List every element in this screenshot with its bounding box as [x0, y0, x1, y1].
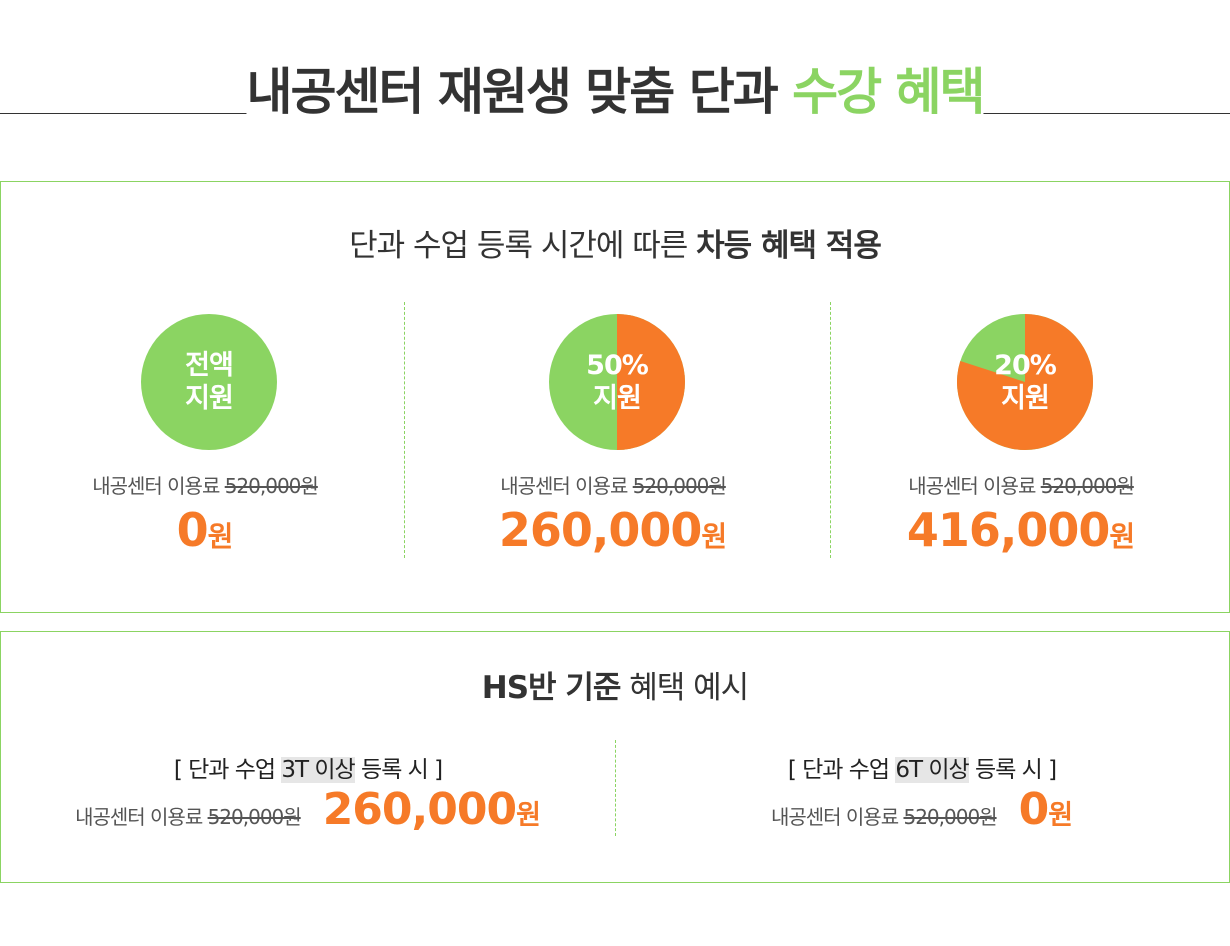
condition-prefix: [ 단과 수업 [173, 757, 282, 783]
example-item-6t: [ 단과 수업 6T 이상 등록 시 ] 내공센터 이용료 520,000원 0… [615, 750, 1229, 850]
price-unit: 원 [1109, 520, 1136, 553]
discounted-price: 260,000원 [409, 500, 817, 571]
tiered-subtitle-bold: 차등 혜택 적용 [696, 228, 882, 264]
example-subtitle: HS반 기준 혜택 예시 [1, 662, 1229, 707]
fee-original-price: 520,000원 [1040, 474, 1135, 498]
example-price-row: 내공센터 이용료 520,000원 260,000원 [1, 784, 615, 835]
benefit-column-50: 50% 지원 내공센터 이용료 520,000원 260,000원 [409, 302, 817, 562]
example-subtitle-bold: HS반 기준 [481, 670, 622, 706]
support-pie-chart [141, 314, 277, 450]
fee-label: 내공센터 이용료 [908, 474, 1041, 498]
support-label-line2: 지원 [593, 383, 642, 414]
example-price-row: 내공센터 이용료 520,000원 0원 [615, 784, 1229, 835]
support-label: 전액 지원 [139, 312, 279, 452]
tiered-subtitle: 단과 수업 등록 시간에 따른 차등 혜택 적용 [1, 220, 1229, 265]
support-label-line2: 지원 [185, 383, 234, 414]
condition-suffix: 등록 시 ] [354, 757, 443, 783]
price-number: 260,000 [322, 784, 517, 835]
condition-highlight: 6T 이상 [895, 757, 970, 783]
page-title-main: 내공센터 재원생 맞춤 단과 [246, 63, 793, 121]
condition-highlight: 3T 이상 [281, 757, 356, 783]
fee-text: 내공센터 이용료 520,000원 [409, 470, 817, 499]
example-section: HS반 기준 혜택 예시 [ 단과 수업 3T 이상 등록 시 ] 내공센터 이… [0, 631, 1230, 883]
page-header: 내공센터 재원생 맞춤 단과 수강 혜택 [0, 54, 1230, 134]
example-condition: [ 단과 수업 3T 이상 등록 시 ] [1, 750, 615, 784]
page-title: 내공센터 재원생 맞춤 단과 수강 혜택 [246, 54, 986, 130]
price-number: 0 [1018, 784, 1050, 835]
price-unit: 원 [701, 520, 728, 553]
condition-suffix: 등록 시 ] [968, 757, 1057, 783]
price-unit: 원 [516, 800, 541, 831]
example-item-3t: [ 단과 수업 3T 이상 등록 시 ] 내공센터 이용료 520,000원 2… [1, 750, 615, 850]
fee-text: 내공센터 이용료 520,000원 [770, 801, 998, 830]
support-label: 50% 지원 [547, 312, 687, 452]
tiered-subtitle-normal: 단과 수업 등록 시간에 따른 [349, 228, 697, 264]
example-divider [615, 740, 616, 836]
example-subtitle-normal: 혜택 예시 [620, 670, 749, 706]
fee-original-price: 520,000원 [903, 805, 997, 829]
column-divider [404, 302, 405, 558]
price-number: 0 [176, 503, 209, 557]
column-divider [830, 302, 831, 558]
price-unit: 원 [1048, 800, 1074, 831]
discounted-price: 416,000원 [817, 500, 1225, 571]
fee-original-price: 520,000원 [632, 474, 727, 498]
fee-text: 내공센터 이용료 520,000원 [1, 470, 409, 499]
fee-text: 내공센터 이용료 520,000원 [75, 801, 302, 830]
page-title-accent: 수강 혜택 [792, 63, 985, 121]
support-pie-chart [549, 314, 685, 450]
discounted-price: 0원 [1, 500, 409, 571]
pie-slice-paid [957, 314, 1093, 450]
fee-label: 내공센터 이용료 [92, 474, 225, 498]
support-label: 20% 지원 [955, 312, 1095, 452]
condition-prefix: [ 단과 수업 [787, 757, 896, 783]
support-label-line1: 50% [586, 350, 649, 381]
price-number: 416,000 [906, 503, 1111, 557]
pie-slice-paid [617, 314, 685, 450]
support-label-line1: 전액 [185, 350, 234, 381]
discounted-price: 0원 [1019, 784, 1073, 835]
price-number: 260,000 [498, 503, 703, 557]
price-unit: 원 [207, 520, 234, 553]
example-condition: [ 단과 수업 6T 이상 등록 시 ] [615, 750, 1229, 784]
pie-slice-supported [141, 314, 277, 450]
support-label-line2: 지원 [1001, 383, 1050, 414]
benefit-column-20: 20% 지원 내공센터 이용료 520,000원 416,000원 [817, 302, 1225, 562]
fee-label: 내공센터 이용료 [770, 805, 904, 829]
discounted-price: 260,000원 [323, 784, 541, 835]
support-label-line1: 20% [994, 350, 1057, 381]
fee-text: 내공센터 이용료 520,000원 [817, 470, 1225, 499]
fee-original-price: 520,000원 [207, 805, 302, 829]
fee-original-price: 520,000원 [224, 474, 319, 498]
fee-label: 내공센터 이용료 [500, 474, 633, 498]
support-pie-chart [957, 314, 1093, 450]
tiered-benefit-section: 단과 수업 등록 시간에 따른 차등 혜택 적용 전액 지원 내공센터 이용료 … [0, 181, 1230, 613]
fee-label: 내공센터 이용료 [75, 805, 208, 829]
benefit-column-full: 전액 지원 내공센터 이용료 520,000원 0원 [1, 302, 409, 562]
